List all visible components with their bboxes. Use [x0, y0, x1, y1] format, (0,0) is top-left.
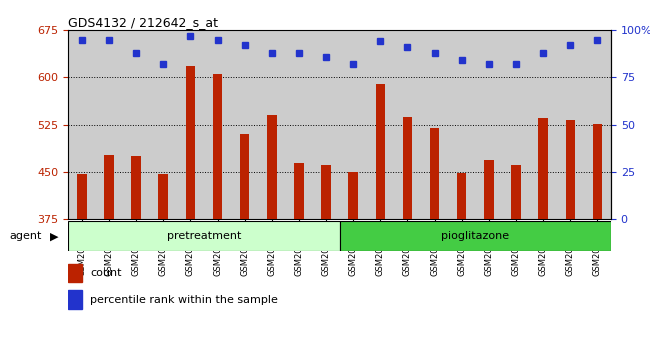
Bar [213, 74, 222, 219]
Bar [186, 66, 195, 219]
Bar [159, 174, 168, 219]
Bar [339, 221, 611, 251]
Bar [348, 171, 358, 219]
Bar [77, 174, 86, 219]
Bar [376, 84, 385, 219]
Text: percentile rank within the sample: percentile rank within the sample [90, 295, 278, 305]
Bar [538, 118, 548, 219]
Bar [430, 128, 439, 219]
Bar [240, 134, 250, 219]
Bar [403, 116, 412, 219]
Bar [484, 160, 493, 219]
Bar [68, 264, 82, 282]
Bar [566, 120, 575, 219]
Text: pioglitazone: pioglitazone [441, 231, 510, 241]
Bar [104, 155, 114, 219]
Bar [593, 124, 602, 219]
Text: GDS4132 / 212642_s_at: GDS4132 / 212642_s_at [68, 16, 218, 29]
Text: pretreatment: pretreatment [167, 231, 241, 241]
Bar [294, 162, 304, 219]
Text: ▶: ▶ [50, 231, 58, 241]
Bar [512, 165, 521, 219]
Bar [457, 173, 467, 219]
Text: count: count [90, 268, 122, 278]
Bar [68, 221, 339, 251]
Bar [267, 115, 276, 219]
Bar [321, 165, 331, 219]
Bar [131, 156, 141, 219]
Text: agent: agent [10, 231, 42, 241]
Bar [68, 290, 82, 309]
